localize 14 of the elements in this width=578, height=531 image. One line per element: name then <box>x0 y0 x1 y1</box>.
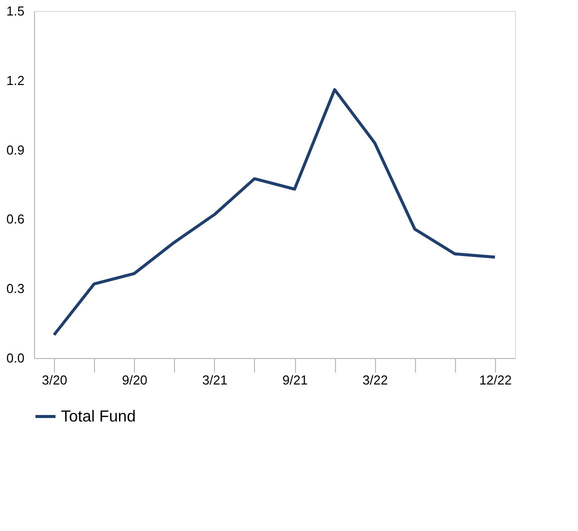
x-tick-label: 3/20 <box>42 372 68 388</box>
legend-label: Total Fund <box>61 408 136 426</box>
x-tick-label: 12/22 <box>479 372 512 388</box>
y-tick-label: 1.5 <box>6 4 24 18</box>
y-tick-label: 1.2 <box>6 72 24 88</box>
y-tick-label: 0.9 <box>6 142 24 158</box>
x-tick-label: 3/21 <box>202 372 228 388</box>
x-tick-label: 3/22 <box>362 372 388 388</box>
y-tick-label: 0.0 <box>6 350 24 366</box>
y-tick-label: 0.3 <box>6 281 24 296</box>
x-tick-label: 9/21 <box>282 372 308 388</box>
line-series <box>52 88 496 336</box>
y-tick-label: 0.6 <box>6 212 24 227</box>
x-tick-label: 9/20 <box>122 372 148 388</box>
